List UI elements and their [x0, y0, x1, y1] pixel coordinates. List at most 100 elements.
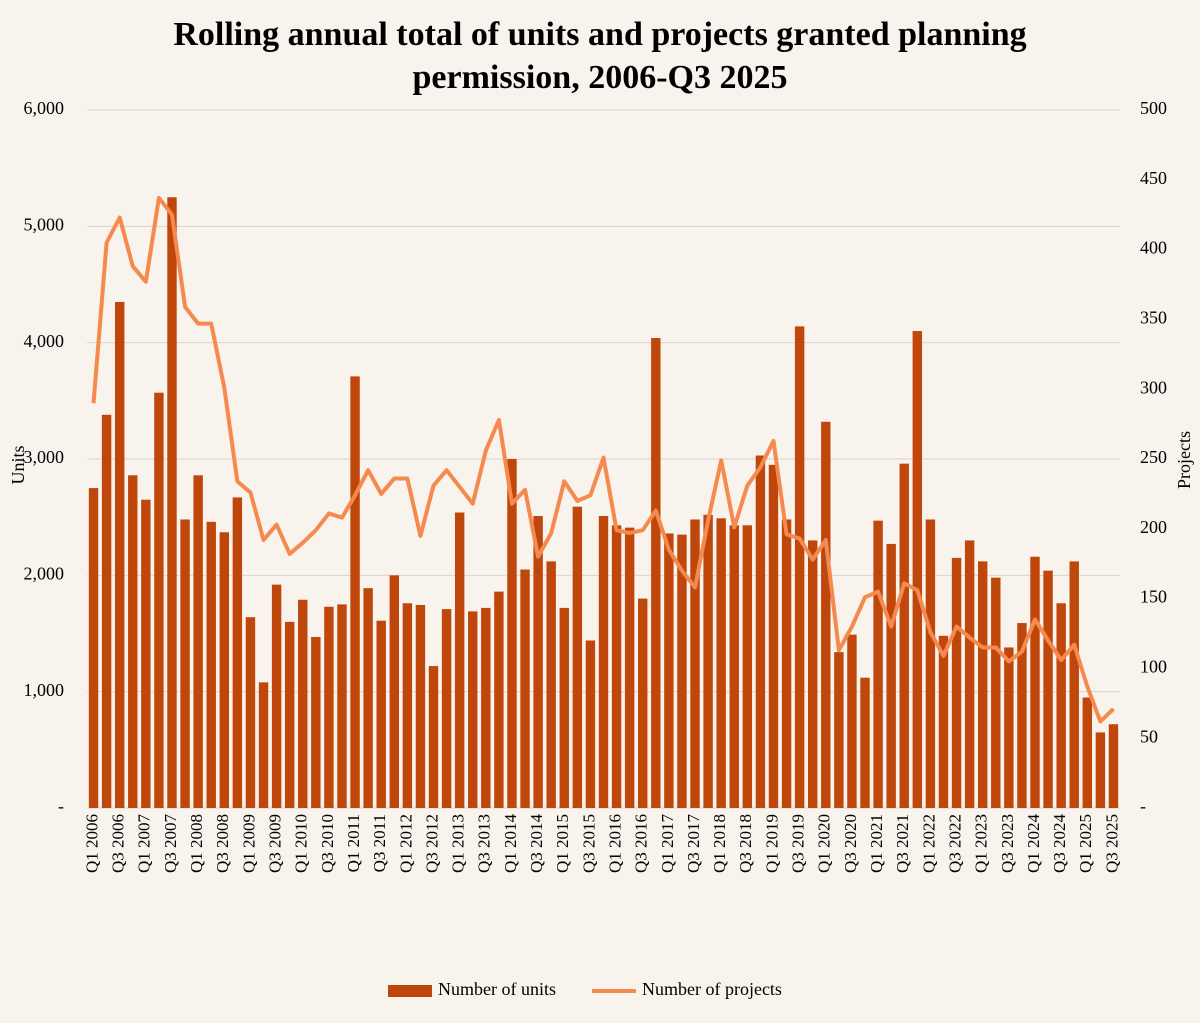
bar [977, 561, 988, 808]
x-tick-label: Q1 2013 [449, 814, 468, 873]
bar [441, 609, 452, 808]
bar [1069, 561, 1079, 808]
x-tick-label: Q1 2014 [501, 814, 520, 874]
x-tick-label: Q1 2017 [658, 814, 677, 874]
bar [559, 607, 569, 808]
bar [180, 519, 190, 808]
bar [206, 521, 216, 808]
bar [808, 540, 818, 808]
bar [271, 584, 282, 808]
y2-tick-label: 500 [1140, 98, 1167, 118]
bar [794, 326, 805, 808]
y-tick-label: 5,000 [24, 214, 65, 234]
y-tick-label: 2,000 [24, 563, 65, 583]
bar [716, 518, 726, 808]
bar [638, 598, 648, 808]
bar [899, 463, 909, 808]
bar [821, 421, 831, 808]
x-tick-label: Q3 2021 [893, 814, 912, 873]
x-tick-label: Q1 2016 [605, 814, 624, 873]
x-tick-label: Q3 2018 [736, 814, 755, 873]
bar [337, 604, 347, 808]
x-tick-label: Q3 2014 [527, 814, 546, 874]
bar [951, 557, 962, 808]
bar [611, 525, 622, 808]
bar [232, 497, 243, 808]
y2-tick-label: 50 [1140, 726, 1158, 746]
bar [598, 516, 609, 808]
x-tick-label: Q1 2007 [135, 814, 154, 874]
bar [284, 621, 295, 808]
y2-tick-label: 100 [1140, 657, 1167, 677]
bar [507, 459, 517, 808]
x-tick-label: Q3 2022 [945, 814, 964, 873]
bar [546, 561, 556, 808]
x-tick-label: Q1 2009 [239, 814, 258, 873]
x-tick-label: Q3 2011 [370, 814, 389, 872]
bar [376, 620, 386, 808]
y2-axis-title: Projects [1174, 431, 1194, 489]
bar [533, 516, 543, 808]
bar [415, 604, 426, 808]
x-tick-label: Q1 2015 [553, 814, 572, 873]
bar [402, 603, 413, 808]
bar [219, 532, 230, 808]
x-tick-label: Q1 2011 [344, 814, 363, 872]
bar [1004, 647, 1014, 808]
bar [1108, 724, 1119, 808]
bar [454, 512, 465, 808]
bar [964, 540, 975, 808]
bar [193, 475, 203, 808]
x-tick-label: Q3 2007 [161, 814, 180, 874]
x-tick-label: Q1 2006 [82, 814, 101, 873]
bar [481, 607, 491, 808]
bar [101, 414, 112, 808]
x-tick-label: Q3 2006 [109, 814, 128, 873]
bar [624, 527, 635, 808]
x-tick-label: Q3 2025 [1102, 814, 1121, 873]
bar [938, 635, 949, 808]
bar [781, 519, 792, 808]
x-tick-label: Q1 2020 [815, 814, 834, 873]
bar [363, 588, 373, 808]
bar [1056, 603, 1066, 808]
x-tick-label: Q3 2013 [475, 814, 494, 873]
x-tick-label: Q1 2021 [867, 814, 886, 873]
x-tick-label: Q1 2024 [1024, 814, 1043, 874]
x-tick-label: Q1 2022 [919, 814, 938, 873]
x-tick-label: Q1 2019 [762, 814, 781, 873]
bar [298, 599, 308, 808]
bar [912, 331, 923, 808]
y2-tick-label: 150 [1140, 587, 1167, 607]
legend-label: Number of units [438, 979, 556, 999]
y2-tick-label: 350 [1140, 308, 1167, 328]
bar [167, 197, 177, 808]
bar [324, 606, 334, 808]
bar [834, 652, 844, 808]
x-tick-label: Q3 2009 [266, 814, 285, 873]
y-axis-title: Units [8, 445, 28, 484]
bar [873, 520, 883, 808]
bar [350, 376, 360, 808]
chart-title: permission, 2006-Q3 2025 [413, 59, 788, 96]
x-tick-label: Q1 2010 [292, 814, 311, 873]
bar [1095, 732, 1106, 808]
x-tick-label: Q3 2012 [422, 814, 441, 873]
y2-tick-label: 200 [1140, 517, 1167, 537]
bar [755, 455, 766, 808]
x-tick-label: Q3 2024 [1050, 814, 1069, 874]
bar [925, 519, 936, 808]
bar [258, 682, 269, 808]
bar [88, 488, 99, 808]
y2-tick-label: 300 [1140, 377, 1167, 397]
y2-tick-label: - [1140, 796, 1146, 816]
bar [468, 611, 478, 808]
bar [1017, 623, 1027, 808]
chart-title: Rolling annual total of units and projec… [173, 16, 1026, 53]
x-tick-label: Q1 2025 [1076, 814, 1095, 873]
bar [690, 519, 700, 808]
bar [1043, 570, 1053, 808]
bar [141, 499, 151, 808]
y-tick-label: 3,000 [24, 447, 65, 467]
